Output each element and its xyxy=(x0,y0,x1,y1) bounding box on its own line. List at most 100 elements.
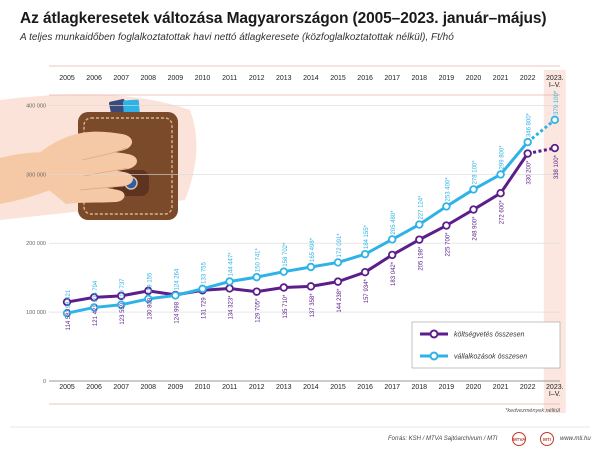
data-label: 253 400* xyxy=(445,177,451,202)
data-label: 278 100* xyxy=(473,160,479,185)
data-label: 248 900* xyxy=(473,216,479,241)
data-point xyxy=(89,293,99,302)
x-tick-label: 2010 xyxy=(195,384,211,391)
chart-title: Az átlagkeresetek változása Magyarország… xyxy=(20,10,547,27)
data-point xyxy=(116,291,126,301)
y-tick-label: 0 xyxy=(43,379,46,385)
data-point xyxy=(415,235,424,244)
x-tick-label: 2015 xyxy=(330,384,346,391)
data-label: 114 583 xyxy=(66,308,72,330)
x-tick-label: 2022 xyxy=(520,384,536,391)
x-tick-label: 2019 xyxy=(439,384,455,391)
data-label: 205 480* xyxy=(391,210,397,235)
data-label: 129 705* xyxy=(256,298,262,323)
data-point xyxy=(144,286,153,296)
data-point xyxy=(523,149,532,158)
x-tick-label: 2007 xyxy=(113,384,129,391)
mtva-logo: MTVA xyxy=(512,432,526,446)
x-tick-label: 2015 xyxy=(330,75,346,82)
x-tick-label: 2021 xyxy=(493,75,509,82)
data-point xyxy=(333,258,343,267)
x-tick-label: 2010 xyxy=(195,75,211,82)
data-point xyxy=(198,284,207,294)
data-label: 135 710* xyxy=(283,294,289,319)
y-tick-label: 300 000 xyxy=(26,172,46,178)
data-point xyxy=(523,137,532,147)
y-tick-label: 400 000 xyxy=(26,103,46,109)
x-tick-label: 2008 xyxy=(141,384,157,391)
data-point xyxy=(496,189,505,198)
data-label: 183 042* xyxy=(391,261,397,286)
y-tick-label: 100 000 xyxy=(26,310,46,316)
x-tick-label: 2019 xyxy=(439,75,455,82)
data-label: 157 934* xyxy=(364,279,370,304)
x-tick-label: 2018 xyxy=(412,75,428,82)
data-label: 379 100* xyxy=(554,90,560,115)
x-tick-label: 2016 xyxy=(357,384,373,391)
data-point xyxy=(550,115,559,125)
data-point xyxy=(279,283,288,292)
data-label: 110 737 xyxy=(120,278,126,300)
data-label: 130 809 xyxy=(147,297,153,319)
series-line-projection xyxy=(527,146,556,155)
data-label: 121 421 xyxy=(93,304,99,326)
data-point xyxy=(360,249,370,259)
x-tick-label: 2009 xyxy=(168,75,184,82)
x-tick-label: 2012 xyxy=(249,75,265,82)
data-point xyxy=(469,185,478,194)
data-label: 205 198* xyxy=(418,246,424,271)
data-label: 133 755 xyxy=(202,262,208,284)
data-label: 144 447* xyxy=(229,252,235,277)
website-link[interactable]: www.mti.hu xyxy=(560,436,591,442)
data-point xyxy=(225,277,234,286)
x-tick-label: 2012 xyxy=(249,384,265,391)
legend-label: vállalkozások összesen xyxy=(454,354,527,361)
y-tick-label: 200 000 xyxy=(26,241,46,247)
data-label: 184 155* xyxy=(364,224,370,249)
x-tick-label: 2021 xyxy=(493,384,509,391)
data-point xyxy=(388,235,397,244)
mti-logo: MTI xyxy=(540,432,554,446)
data-label: 172 091* xyxy=(337,233,343,258)
x-tick-label: 2014 xyxy=(303,384,319,391)
data-label: 225 700* xyxy=(445,232,451,257)
data-point xyxy=(550,143,559,153)
x-tick-label: 2006 xyxy=(86,75,102,82)
data-point xyxy=(306,262,316,272)
data-label: 134 323* xyxy=(229,295,235,320)
data-point xyxy=(306,282,316,291)
data-label: 123 559 xyxy=(120,302,126,324)
x-tick-label: 2011 xyxy=(222,384,237,391)
data-label: 150 741* xyxy=(256,247,262,272)
x-tick-label: 2006 xyxy=(86,384,102,391)
chart-subtitle: A teljes munkaidőben foglalkoztatottak h… xyxy=(20,32,454,43)
data-label: 338 100* xyxy=(554,154,560,179)
data-point xyxy=(89,303,99,312)
data-point xyxy=(388,250,397,260)
x-tick-label: 2018 xyxy=(412,384,428,391)
data-point xyxy=(225,284,234,293)
data-point xyxy=(252,287,261,296)
data-point xyxy=(252,272,261,282)
data-label: 299 800* xyxy=(500,145,506,170)
data-point xyxy=(360,268,370,277)
data-label: 98 421 xyxy=(66,289,72,308)
legend-box xyxy=(411,321,561,369)
data-label: 330 200* xyxy=(527,160,533,185)
x-tick-label: 2009 xyxy=(168,384,184,391)
wallet-hand-illustration xyxy=(0,94,197,220)
data-label: 227 124* xyxy=(418,195,424,220)
data-label: 144 238* xyxy=(337,288,343,313)
x-tick-label: 2020 xyxy=(466,384,482,391)
data-label: 106 794 xyxy=(93,280,99,302)
x-tick-label: 2005 xyxy=(59,384,75,391)
data-point xyxy=(62,297,72,307)
source-note: Forrás: KSH / MTVA Sajtóarchívum / MTI xyxy=(388,436,498,442)
data-point xyxy=(442,202,451,211)
data-point xyxy=(415,220,424,229)
data-label: 165 498* xyxy=(310,237,316,262)
data-point xyxy=(442,221,451,230)
legend-label: költségvetés összesen xyxy=(454,332,525,339)
data-point xyxy=(62,308,72,318)
